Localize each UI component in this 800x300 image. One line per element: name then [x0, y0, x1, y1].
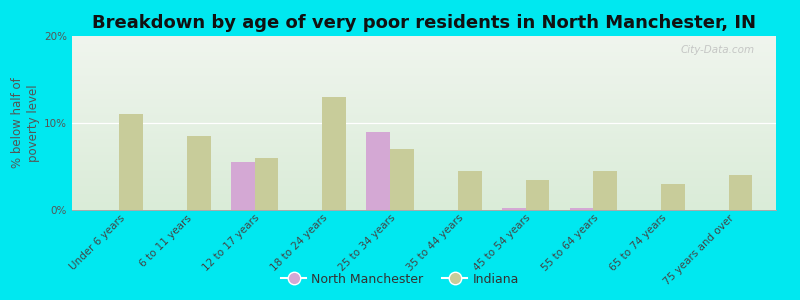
Legend: North Manchester, Indiana: North Manchester, Indiana	[276, 268, 524, 291]
Bar	[119, 114, 143, 210]
Title: Breakdown by age of very poor residents in North Manchester, IN: Breakdown by age of very poor residents …	[92, 14, 756, 32]
Bar	[458, 171, 482, 210]
Bar	[594, 171, 617, 210]
Y-axis label: % below half of
poverty level: % below half of poverty level	[11, 78, 40, 168]
Bar	[322, 97, 346, 210]
Bar	[502, 208, 526, 210]
Bar	[187, 136, 210, 210]
Bar	[729, 175, 752, 210]
Bar	[570, 208, 594, 210]
Bar	[526, 179, 550, 210]
Bar	[390, 149, 414, 210]
Bar	[366, 132, 390, 210]
Bar	[231, 162, 254, 210]
Bar	[254, 158, 278, 210]
Text: City-Data.com: City-Data.com	[681, 45, 755, 55]
Bar	[661, 184, 685, 210]
